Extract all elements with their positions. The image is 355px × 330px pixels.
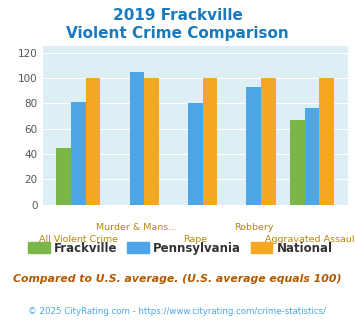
Bar — [305, 108, 320, 205]
Bar — [86, 78, 100, 205]
Bar — [188, 103, 203, 205]
Bar — [130, 72, 144, 205]
Text: Compared to U.S. average. (U.S. average equals 100): Compared to U.S. average. (U.S. average … — [13, 274, 342, 284]
Bar — [320, 78, 334, 205]
Text: All Violent Crime: All Violent Crime — [39, 235, 118, 244]
Legend: Frackville, Pennsylvania, National: Frackville, Pennsylvania, National — [24, 237, 337, 259]
Bar — [290, 120, 305, 205]
Text: Aggravated Assault: Aggravated Assault — [266, 235, 355, 244]
Text: 2019 Frackville: 2019 Frackville — [113, 8, 242, 23]
Text: Violent Crime Comparison: Violent Crime Comparison — [66, 26, 289, 41]
Bar — [144, 78, 159, 205]
Text: Murder & Mans...: Murder & Mans... — [96, 223, 178, 232]
Bar — [261, 78, 275, 205]
Text: © 2025 CityRating.com - https://www.cityrating.com/crime-statistics/: © 2025 CityRating.com - https://www.city… — [28, 307, 327, 316]
Bar — [203, 78, 217, 205]
Text: Robbery: Robbery — [234, 223, 273, 232]
Bar — [56, 148, 71, 205]
Bar — [71, 102, 86, 205]
Text: Rape: Rape — [183, 235, 207, 244]
Bar — [246, 87, 261, 205]
